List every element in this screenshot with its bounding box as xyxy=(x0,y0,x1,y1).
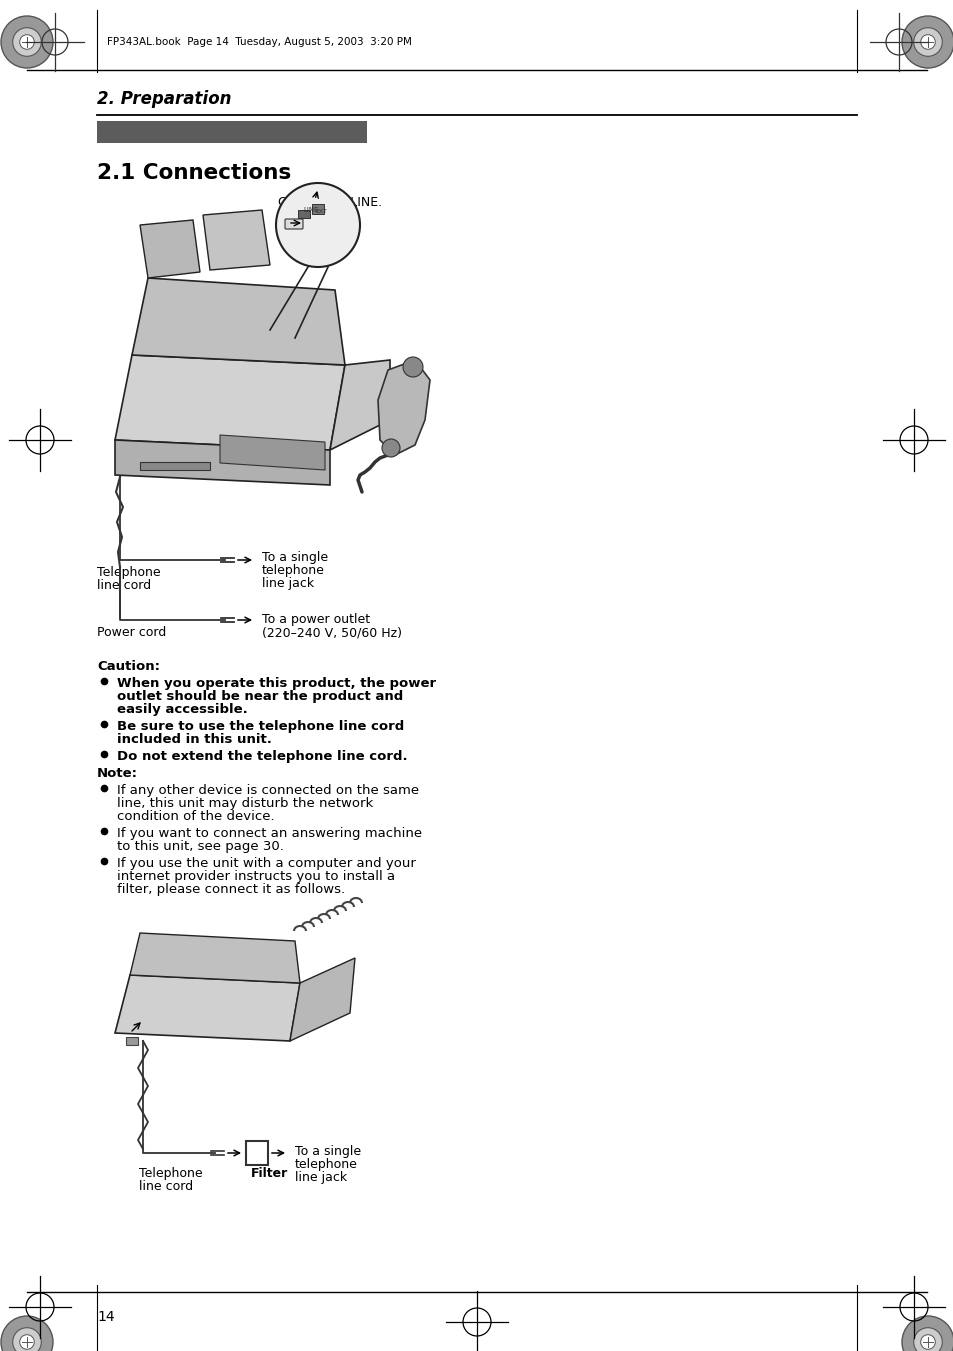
Text: filter, please connect it as follows.: filter, please connect it as follows. xyxy=(117,884,345,896)
Polygon shape xyxy=(130,934,299,984)
Circle shape xyxy=(913,28,942,57)
Circle shape xyxy=(901,16,953,68)
Text: 2.1 Connections: 2.1 Connections xyxy=(97,163,291,182)
Text: To a single: To a single xyxy=(294,1146,361,1158)
Bar xyxy=(126,1038,138,1046)
Text: easily accessible.: easily accessible. xyxy=(117,703,248,716)
Polygon shape xyxy=(115,440,330,485)
Circle shape xyxy=(920,35,934,49)
Text: Telephone: Telephone xyxy=(97,566,160,580)
Text: telephone: telephone xyxy=(294,1158,357,1171)
Circle shape xyxy=(402,357,422,377)
Text: If you want to connect an answering machine: If you want to connect an answering mach… xyxy=(117,827,421,840)
Bar xyxy=(246,1142,268,1165)
Circle shape xyxy=(920,1335,934,1350)
Polygon shape xyxy=(330,359,390,450)
Text: 2. Preparation: 2. Preparation xyxy=(97,91,232,108)
Circle shape xyxy=(275,182,359,267)
Text: internet provider instructs you to install a: internet provider instructs you to insta… xyxy=(117,870,395,884)
Text: Do not extend the telephone line cord.: Do not extend the telephone line cord. xyxy=(117,750,407,763)
Circle shape xyxy=(901,1316,953,1351)
Bar xyxy=(97,122,367,143)
Polygon shape xyxy=(377,359,430,455)
Circle shape xyxy=(20,1335,34,1350)
Text: Power cord: Power cord xyxy=(97,626,166,639)
Text: outlet should be near the product and: outlet should be near the product and xyxy=(117,690,403,703)
Circle shape xyxy=(1,16,53,68)
Text: included in this unit.: included in this unit. xyxy=(117,734,272,746)
Polygon shape xyxy=(203,209,270,270)
Circle shape xyxy=(1,1316,53,1351)
Circle shape xyxy=(12,1328,41,1351)
FancyBboxPatch shape xyxy=(285,219,303,230)
Text: If any other device is connected on the same: If any other device is connected on the … xyxy=(117,784,418,797)
Text: If you use the unit with a computer and your: If you use the unit with a computer and … xyxy=(117,857,416,870)
Text: (220–240 V, 50/60 Hz): (220–240 V, 50/60 Hz) xyxy=(262,626,401,639)
Circle shape xyxy=(913,1328,942,1351)
Text: Connect to LINE.: Connect to LINE. xyxy=(277,196,382,209)
Bar xyxy=(140,462,210,470)
Circle shape xyxy=(20,35,34,49)
Text: When you operate this product, the power: When you operate this product, the power xyxy=(117,677,436,690)
Text: EXT: EXT xyxy=(314,209,327,213)
Text: To a power outlet: To a power outlet xyxy=(262,613,370,626)
Text: line jack: line jack xyxy=(262,577,314,590)
Text: Note:: Note: xyxy=(97,767,138,780)
Text: 14: 14 xyxy=(97,1310,114,1324)
Bar xyxy=(312,204,324,213)
Text: to this unit, see page 30.: to this unit, see page 30. xyxy=(117,840,284,852)
Text: line cord: line cord xyxy=(139,1179,193,1193)
Text: FP343AL.book  Page 14  Tuesday, August 5, 2003  3:20 PM: FP343AL.book Page 14 Tuesday, August 5, … xyxy=(107,36,412,47)
Bar xyxy=(297,209,310,218)
Text: Filter: Filter xyxy=(251,1167,288,1179)
Text: Caution:: Caution: xyxy=(97,661,160,673)
Text: condition of the device.: condition of the device. xyxy=(117,811,274,823)
Text: line, this unit may disturb the network: line, this unit may disturb the network xyxy=(117,797,373,811)
Circle shape xyxy=(12,28,41,57)
Text: Be sure to use the telephone line cord: Be sure to use the telephone line cord xyxy=(117,720,404,734)
Polygon shape xyxy=(140,220,200,278)
Text: line jack: line jack xyxy=(294,1171,347,1183)
Text: To a single: To a single xyxy=(262,551,328,563)
Circle shape xyxy=(381,439,399,457)
Polygon shape xyxy=(220,435,325,470)
Polygon shape xyxy=(115,355,345,450)
Polygon shape xyxy=(290,958,355,1042)
Text: telephone: telephone xyxy=(262,563,325,577)
Polygon shape xyxy=(132,278,345,365)
Text: LINE: LINE xyxy=(303,207,318,213)
Text: Telephone: Telephone xyxy=(139,1167,202,1179)
Polygon shape xyxy=(115,975,299,1042)
Text: line cord: line cord xyxy=(97,580,151,592)
